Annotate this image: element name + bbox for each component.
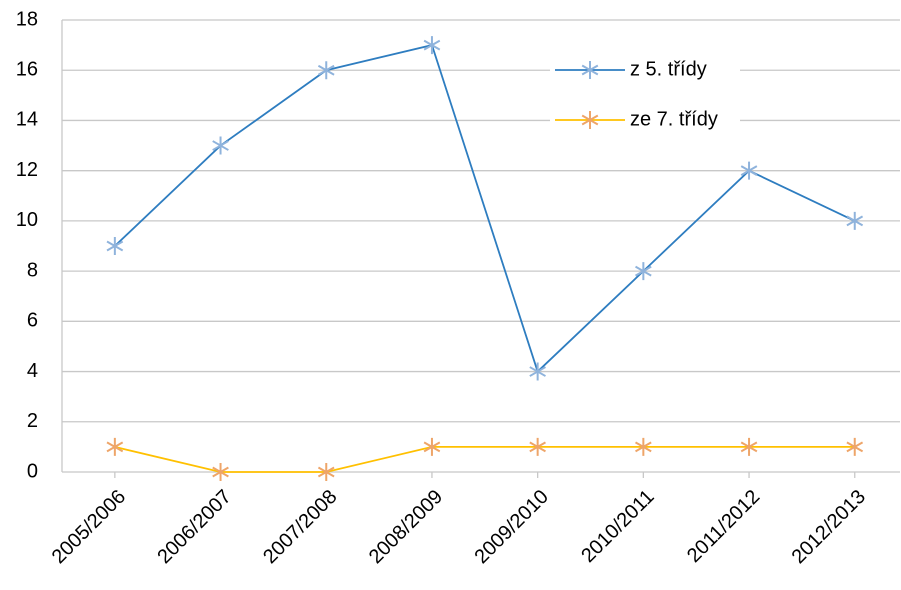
marker xyxy=(317,61,335,80)
x-tick-label: 2006/2007 xyxy=(153,486,235,568)
y-tick-label: 8 xyxy=(27,259,38,281)
marker xyxy=(635,437,652,456)
x-tick-label: 2010/2011 xyxy=(577,486,658,567)
marker xyxy=(529,362,546,381)
marker xyxy=(635,262,652,281)
legend-marker xyxy=(581,61,599,79)
y-tick-label: 14 xyxy=(16,109,38,131)
x-tick-label: 2007/2008 xyxy=(259,486,341,568)
series-line xyxy=(114,44,856,374)
marker xyxy=(212,136,229,155)
series-line xyxy=(114,445,855,473)
marker xyxy=(846,211,864,230)
marker xyxy=(317,463,335,481)
marker xyxy=(106,437,124,456)
x-tick-label: 2005/2006 xyxy=(48,486,130,568)
legend-marker xyxy=(581,111,599,129)
y-tick-label: 6 xyxy=(27,310,38,332)
y-tick-label: 16 xyxy=(16,59,38,81)
y-tick-label: 12 xyxy=(16,159,38,181)
y-tick-label: 0 xyxy=(27,460,38,482)
legend-label: z 5. třídy xyxy=(630,58,707,80)
legend-box xyxy=(550,50,740,140)
x-tick-label: 2008/2009 xyxy=(365,486,447,568)
y-tick-label: 2 xyxy=(27,410,38,432)
marker xyxy=(423,437,441,456)
x-tick-label: 2011/2012 xyxy=(683,486,764,567)
legend-label: ze 7. třídy xyxy=(630,108,718,130)
marker xyxy=(529,437,546,456)
y-tick-label: 18 xyxy=(16,8,38,30)
marker xyxy=(740,437,758,456)
marker xyxy=(846,437,864,456)
legend-star xyxy=(581,111,599,129)
legend-star xyxy=(581,61,599,79)
marker xyxy=(423,36,441,55)
marker xyxy=(212,463,229,481)
marker xyxy=(740,161,758,180)
y-tick-label: 10 xyxy=(16,209,38,231)
marker xyxy=(106,237,124,255)
x-tick-label: 2009/2010 xyxy=(471,486,553,568)
x-tick-label: 2012/2013 xyxy=(788,486,870,568)
y-tick-label: 4 xyxy=(27,360,38,382)
